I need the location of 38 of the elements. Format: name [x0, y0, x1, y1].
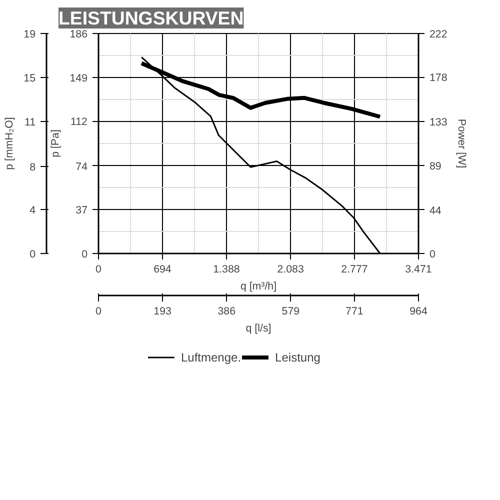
x-tick-label: 0 [96, 264, 102, 276]
y2-tick-label: 222 [430, 28, 448, 40]
y2-tick-label: 0 [430, 248, 436, 260]
x2-tick-label: 964 [410, 306, 428, 318]
y-tick-label: 37 [76, 204, 88, 217]
x-tick-label: 2.083 [277, 264, 304, 276]
y-axis-title: p [Pa] [50, 130, 62, 158]
x-axis-title: q [m³/h] [240, 280, 277, 292]
legend-label: Leistung [275, 350, 320, 364]
y-tick-label: 186 [70, 28, 88, 40]
y2-tick-label: 89 [430, 160, 442, 172]
y3-tick-label: 19 [24, 28, 36, 40]
legend-label: Luftmenge. [181, 350, 242, 364]
y-tick-label: 0 [82, 248, 88, 260]
x-tick-label: 3.471 [405, 264, 432, 276]
x-tick-label: 694 [154, 264, 172, 276]
chart-title: LEISTUNGSKURVEN [58, 8, 244, 28]
y-tick-label: 112 [70, 116, 88, 128]
y-tick-label: 74 [76, 160, 88, 173]
x2-axis-title: q [l/s] [246, 322, 272, 334]
y2-tick-label: 44 [430, 204, 442, 217]
x-tick-label: 2.777 [341, 264, 368, 276]
y2-tick-label: 178 [430, 72, 448, 84]
x2-tick-label: 386 [218, 306, 236, 318]
y3-tick-label: 15 [24, 72, 36, 84]
y3-tick-label: 0 [30, 248, 36, 260]
y3-tick-label: 4 [30, 204, 36, 216]
y-tick-label: 149 [70, 72, 88, 84]
y2-tick-label: 133 [430, 116, 448, 129]
x2-tick-label: 0 [96, 306, 102, 318]
y3-tick-label: 8 [30, 162, 36, 174]
x2-tick-label: 193 [154, 306, 172, 318]
x2-tick-label: 771 [346, 306, 364, 318]
x-tick-label: 1.388 [213, 264, 240, 276]
y3-tick-label: 11 [24, 116, 36, 128]
y3-axis-title: p [mmH₂O] [4, 117, 16, 170]
y2-axis-title: Power [W] [455, 118, 468, 168]
x2-tick-label: 579 [282, 306, 300, 318]
